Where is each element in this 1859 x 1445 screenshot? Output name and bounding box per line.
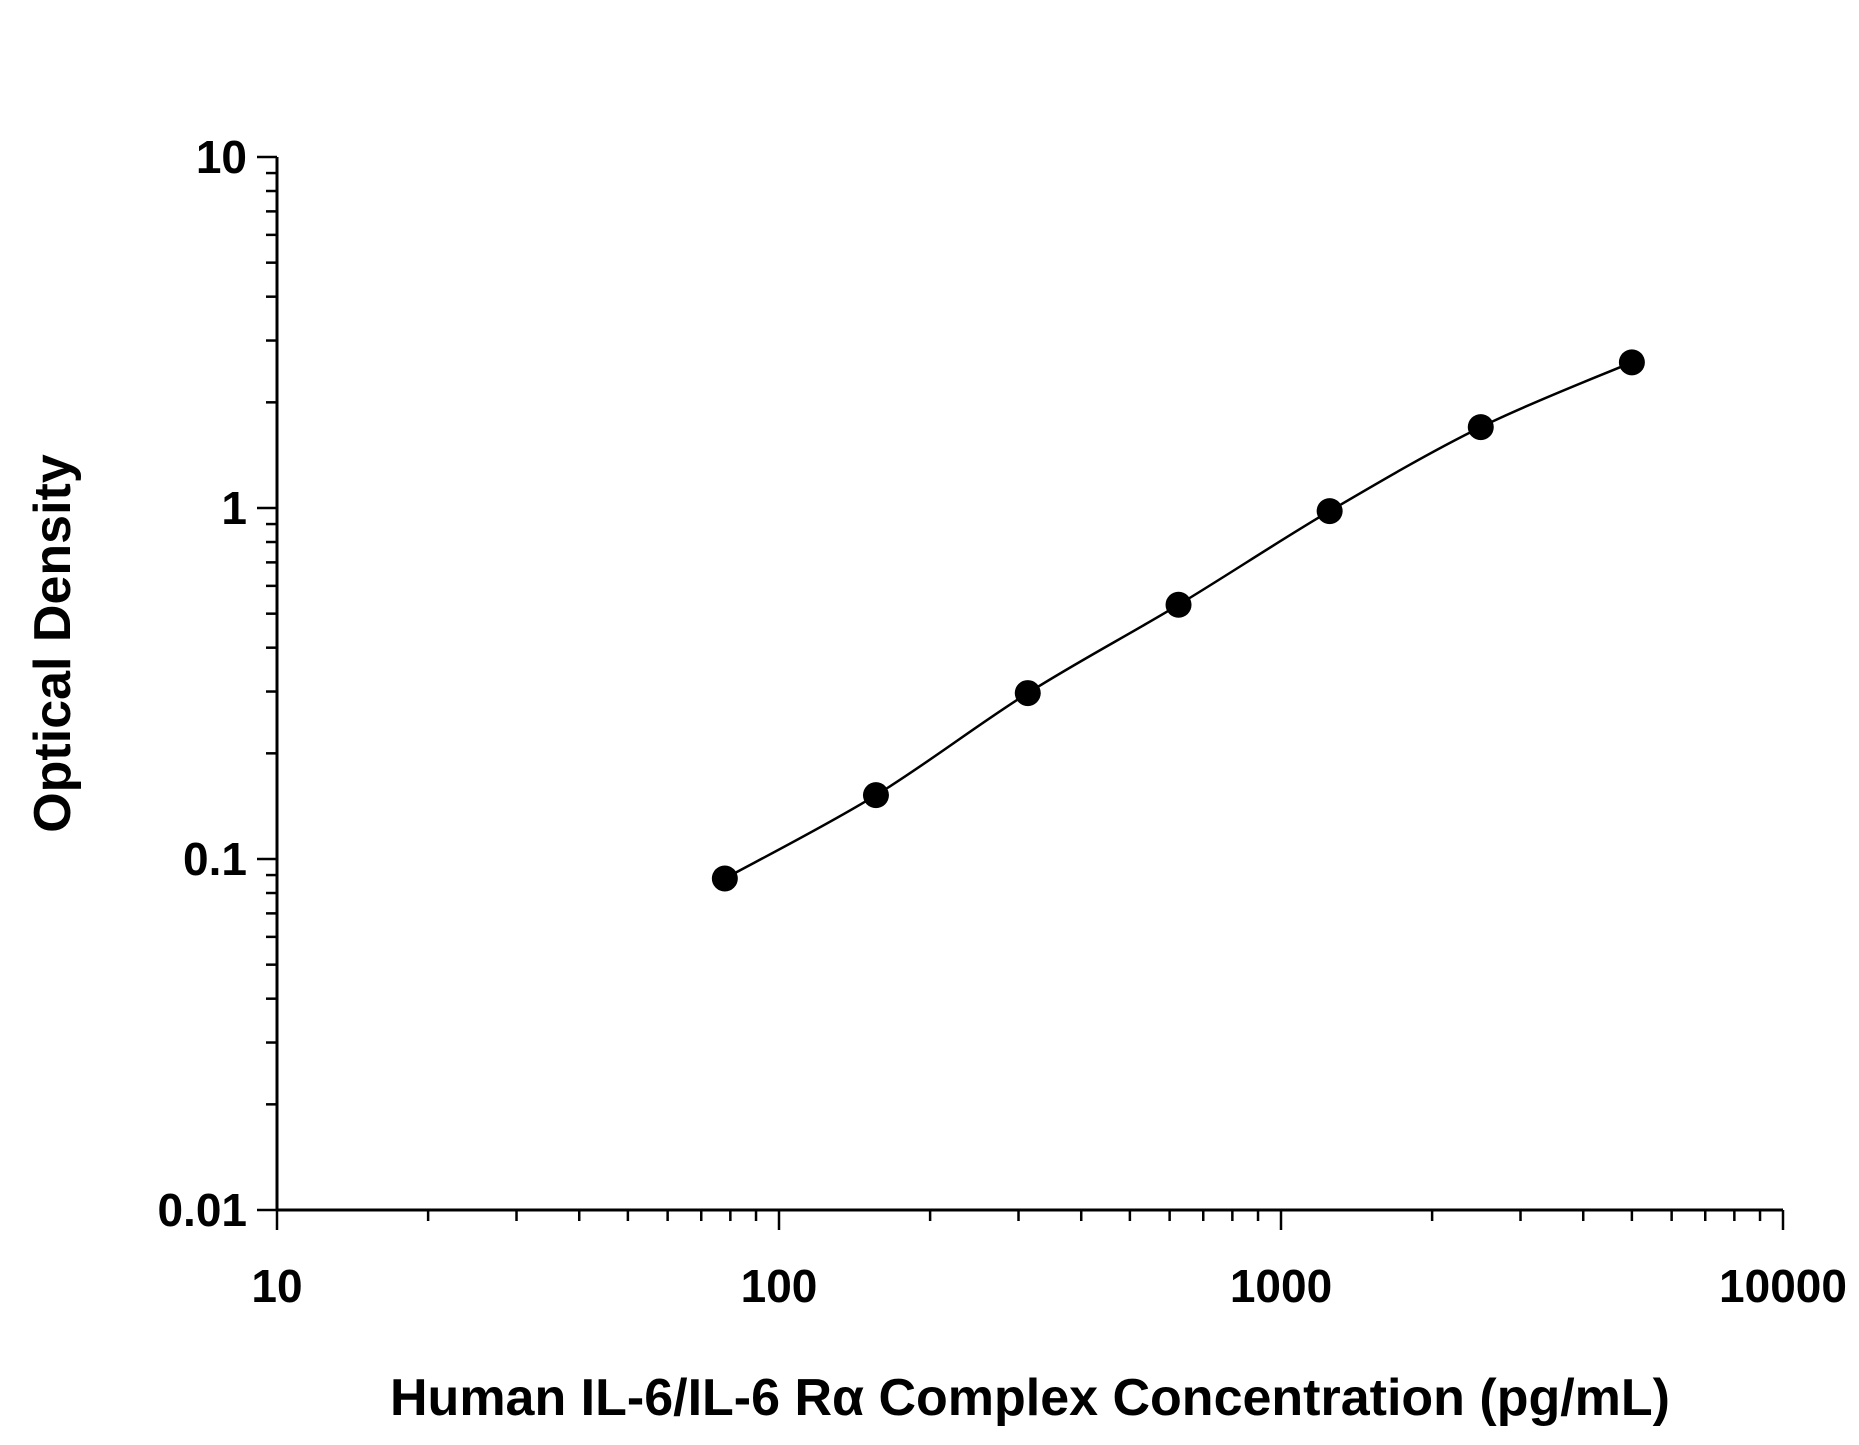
x-tick-label: 1000	[1230, 1260, 1332, 1312]
data-points	[711, 349, 1645, 892]
data-point	[1467, 414, 1494, 441]
x-axis-title: Human IL-6/IL-6 Rα Complex Concentration…	[390, 1369, 1670, 1427]
x-tick-label: 10	[251, 1260, 302, 1312]
y-tick-label: 10	[196, 131, 247, 183]
data-point	[711, 865, 738, 892]
x-tick-label: 100	[741, 1260, 818, 1312]
data-point	[1165, 591, 1192, 618]
y-tick-label: 0.1	[183, 833, 247, 885]
y-tick-label: 1	[221, 482, 247, 534]
y-axis-title: Optical Density	[24, 454, 82, 833]
tick-labels: 0.01 0.1 1 10 10 100 1000 10000	[157, 131, 1846, 1312]
ticks	[257, 155, 1785, 1230]
y-tick-label: 0.01	[157, 1184, 247, 1236]
data-point	[862, 782, 889, 809]
x-tick-label: 10000	[1719, 1260, 1847, 1312]
data-point	[1316, 498, 1343, 525]
data-point	[1618, 349, 1645, 376]
data-point	[1014, 680, 1041, 707]
fit-curve	[724, 361, 1633, 880]
axes	[275, 157, 1783, 1212]
